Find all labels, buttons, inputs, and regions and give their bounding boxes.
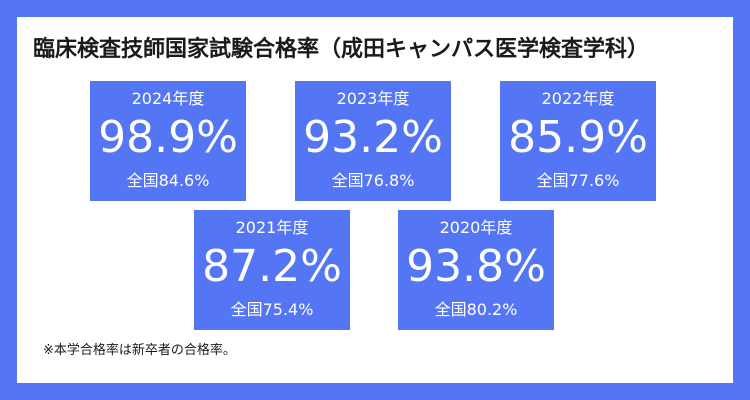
stat-national-rate: 全国76.8% — [331, 171, 415, 190]
stat-year: 2020年度 — [439, 218, 513, 237]
stat-national-rate: 全国80.2% — [434, 300, 518, 319]
stat-year: 2022年度 — [541, 89, 615, 108]
stat-national-rate: 全国84.6% — [126, 171, 210, 190]
stat-pass-rate: 93.8% — [406, 241, 546, 292]
stat-box-2022: 2022年度 85.9% 全国77.6% — [500, 81, 656, 201]
stat-box-2023: 2023年度 93.2% 全国76.8% — [295, 81, 451, 201]
stat-national-rate: 全国75.4% — [230, 300, 314, 319]
stat-national-rate: 全国77.6% — [536, 171, 620, 190]
content-card: 臨床検査技師国家試験合格率（成田キャンパス医学検査学科） 2024年度 98.9… — [17, 17, 733, 383]
stat-year: 2023年度 — [336, 89, 410, 108]
stat-box-2024: 2024年度 98.9% 全国84.6% — [90, 81, 246, 201]
stat-pass-rate: 85.9% — [508, 112, 648, 163]
stat-box-2020: 2020年度 93.8% 全国80.2% — [398, 210, 554, 330]
stat-pass-rate: 93.2% — [303, 112, 443, 163]
page-title: 臨床検査技師国家試験合格率（成田キャンパス医学検査学科） — [33, 37, 650, 62]
stat-pass-rate: 98.9% — [98, 112, 238, 163]
stat-year: 2024年度 — [131, 89, 205, 108]
stat-year: 2021年度 — [235, 218, 309, 237]
footnote: ※本学合格率は新卒者の合格率。 — [43, 343, 236, 358]
stat-box-2021: 2021年度 87.2% 全国75.4% — [194, 210, 350, 330]
stat-pass-rate: 87.2% — [202, 241, 342, 292]
